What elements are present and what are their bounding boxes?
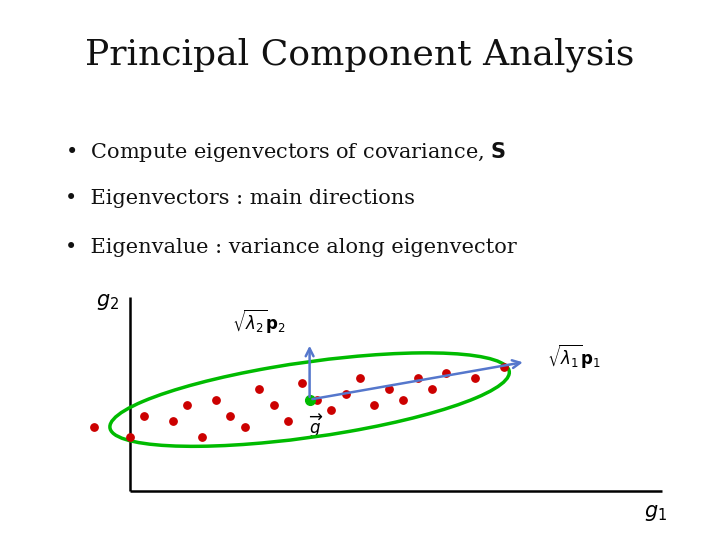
Point <box>196 433 207 442</box>
Point <box>311 395 323 404</box>
Text: •  Eigenvectors : main directions: • Eigenvectors : main directions <box>65 189 415 208</box>
Point <box>138 411 150 420</box>
Point <box>225 411 236 420</box>
Text: $g_1$: $g_1$ <box>644 503 667 523</box>
Point <box>469 374 481 382</box>
Text: $\overrightarrow{g}$: $\overrightarrow{g}$ <box>310 413 324 441</box>
Text: •  Eigenvalue : variance along eigenvector: • Eigenvalue : variance along eigenvecto… <box>65 238 516 256</box>
Point <box>498 363 510 372</box>
Text: •  Compute eigenvectors of covariance, $\mathbf{S}$: • Compute eigenvectors of covariance, $\… <box>65 140 506 164</box>
Point <box>253 384 265 393</box>
Point <box>325 406 337 415</box>
Point <box>426 384 438 393</box>
Point <box>181 401 193 409</box>
Text: $\sqrt{\lambda_1}\mathbf{p}_1$: $\sqrt{\lambda_1}\mathbf{p}_1$ <box>547 342 601 370</box>
Point <box>412 374 423 382</box>
Point <box>282 417 294 426</box>
Point <box>397 395 409 404</box>
Point <box>210 395 222 404</box>
Point <box>354 374 366 382</box>
Point <box>369 401 380 409</box>
Text: Principal Component Analysis: Principal Component Analysis <box>85 38 635 72</box>
Text: $\sqrt{\lambda_2}\mathbf{p}_2$: $\sqrt{\lambda_2}\mathbf{p}_2$ <box>232 307 287 335</box>
Point <box>124 433 135 442</box>
Point <box>340 390 351 399</box>
Point <box>297 379 308 388</box>
Point <box>383 384 395 393</box>
Point <box>441 368 452 377</box>
Point <box>268 401 279 409</box>
Point <box>167 417 179 426</box>
Text: $g_2$: $g_2$ <box>96 292 120 313</box>
Point <box>88 422 99 431</box>
Point <box>239 422 251 431</box>
